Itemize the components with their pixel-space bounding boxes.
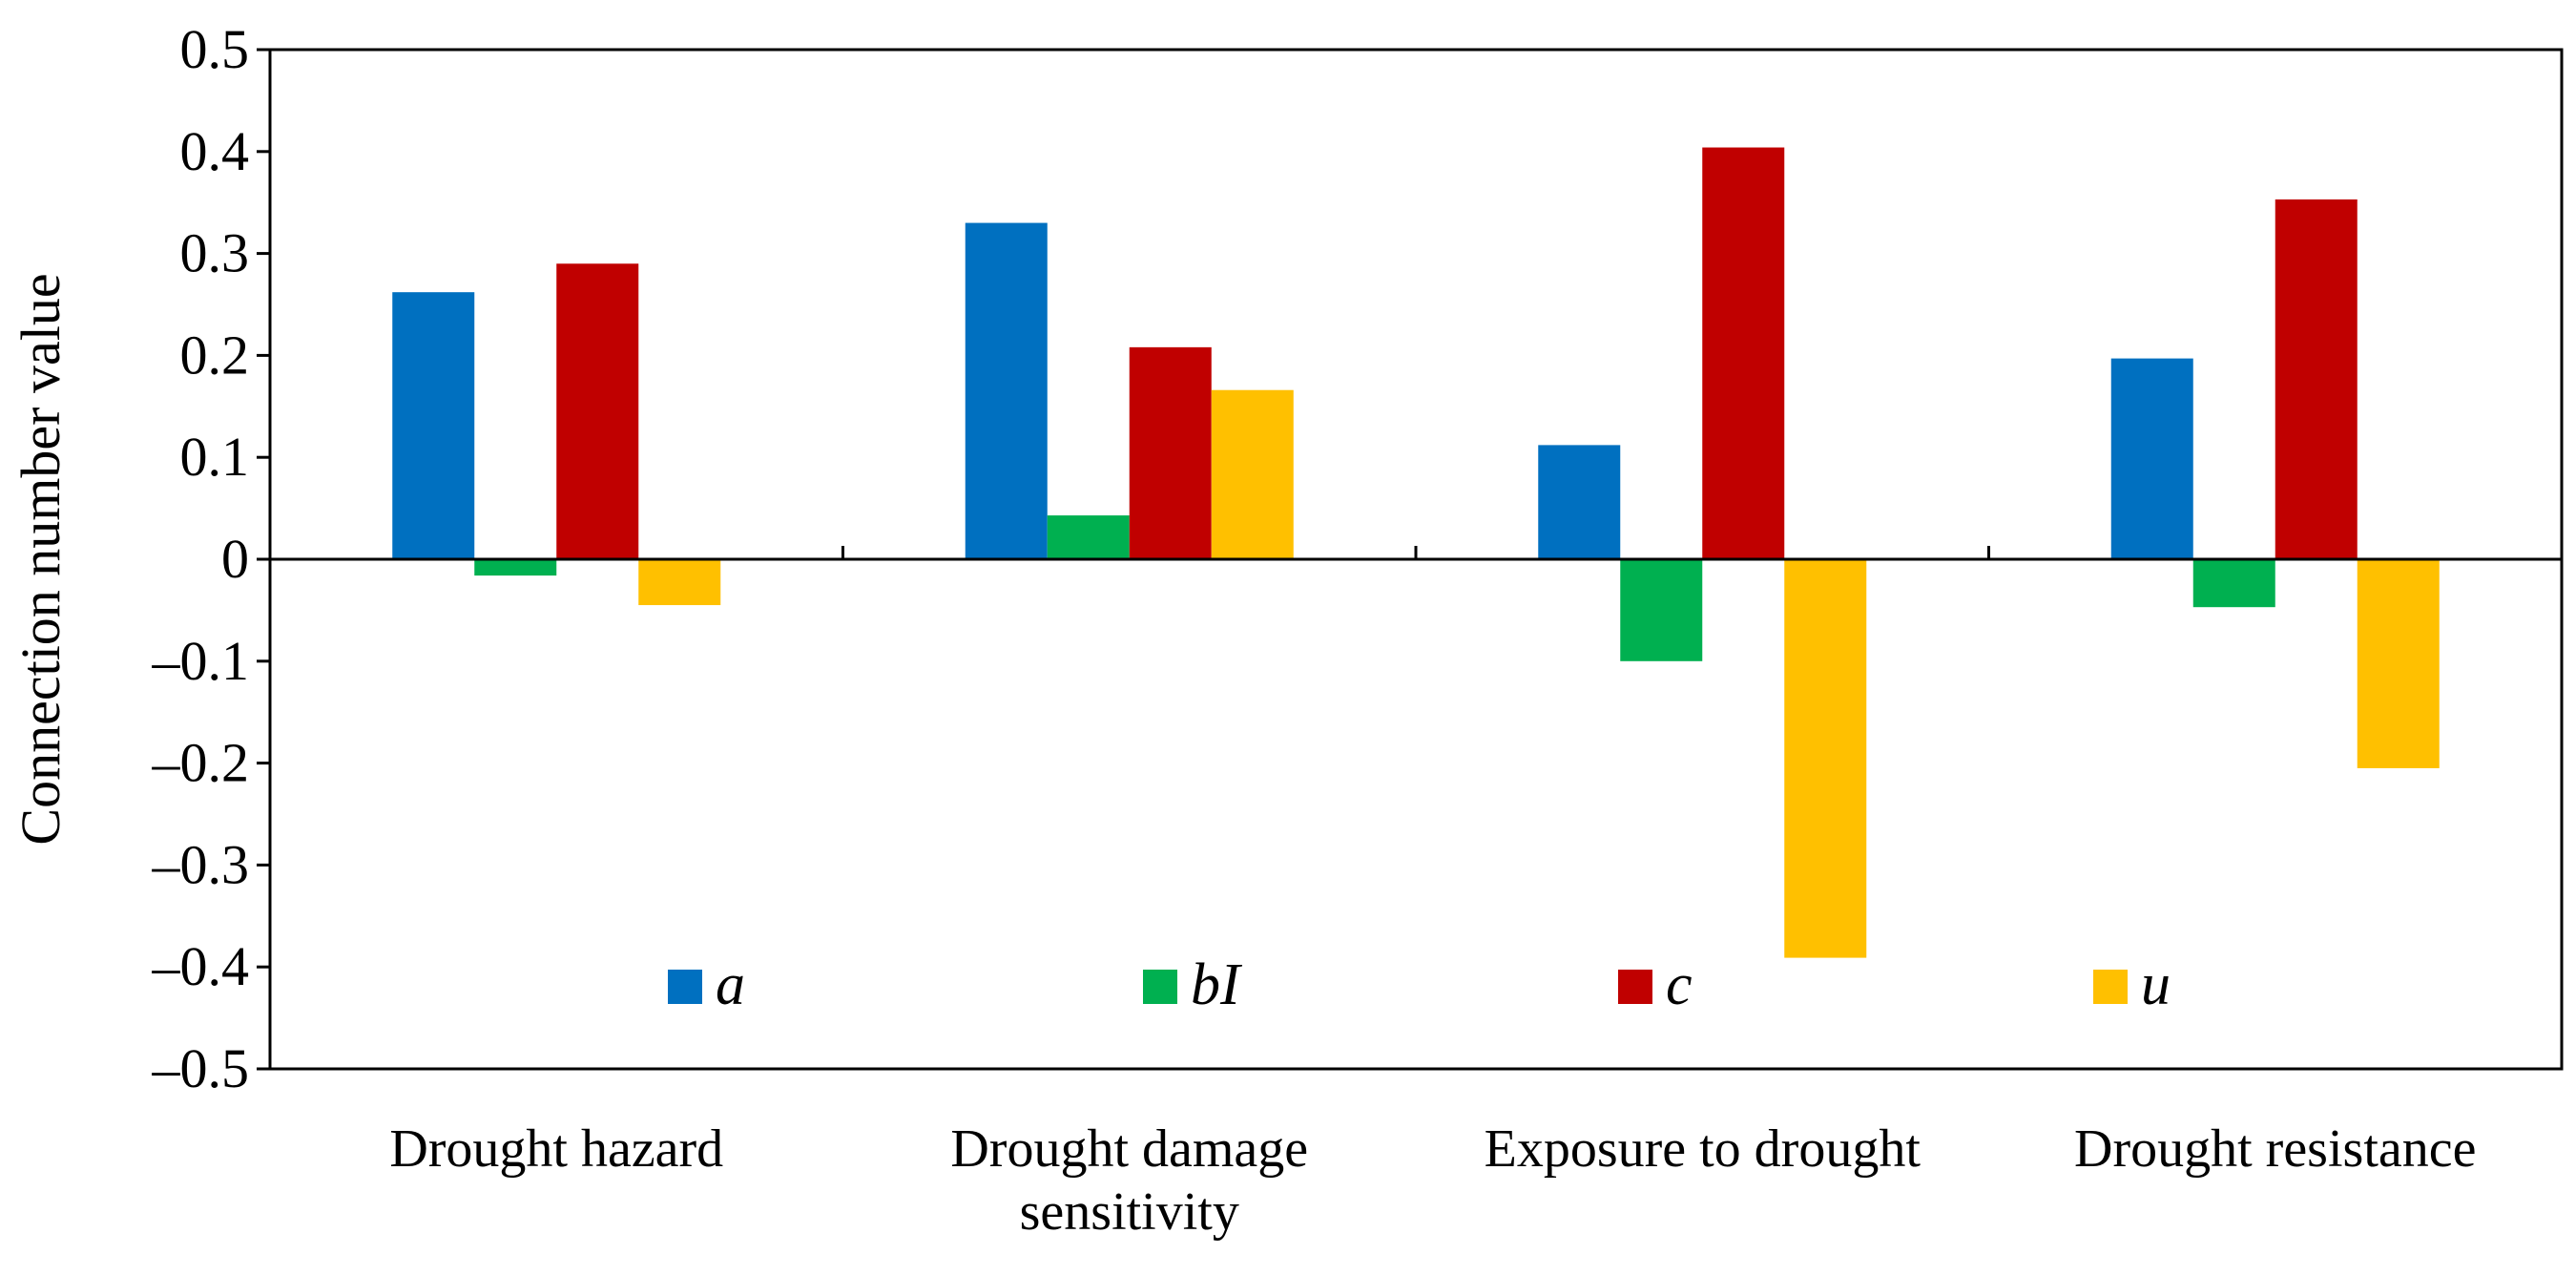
y-tick-label: –0.4 — [152, 935, 250, 997]
legend-label-u: u — [2141, 952, 2171, 1017]
category-label: sensitivity — [1020, 1182, 1239, 1242]
y-tick-label: –0.2 — [152, 732, 250, 794]
y-tick-label: 0.4 — [180, 120, 250, 182]
legend: a bI c u — [668, 952, 2171, 1017]
legend-label-bI: bI — [1191, 952, 1243, 1017]
bar-c-3 — [1702, 147, 1785, 559]
y-tick-label: 0 — [221, 528, 249, 590]
bar-a-4 — [2110, 358, 2193, 559]
y-tick-label: 0.1 — [180, 426, 250, 488]
bar-u-2 — [1211, 389, 1294, 559]
zero-axis — [270, 546, 2562, 561]
bar-bI-2 — [1047, 515, 1130, 559]
category-label: Drought resistance — [2074, 1119, 2476, 1179]
legend-swatch-u — [2093, 970, 2128, 1004]
bar-c-1 — [556, 263, 639, 559]
category-label: Exposure to drought — [1485, 1119, 1922, 1179]
bar-a-3 — [1538, 445, 1621, 559]
legend-swatch-a — [668, 970, 702, 1004]
legend-swatch-bI — [1143, 970, 1177, 1004]
category-label: Drought hazard — [389, 1119, 723, 1179]
y-tick-label: 0.5 — [180, 18, 250, 80]
y-tick-label: 0.3 — [180, 222, 250, 284]
y-tick-label: 0.2 — [180, 324, 250, 386]
bar-u-3 — [1784, 559, 1867, 958]
bar-bI-4 — [2192, 559, 2275, 608]
category-label: Drought damage — [950, 1119, 1308, 1179]
bar-bI-3 — [1620, 559, 1703, 661]
bars — [392, 147, 2440, 958]
y-axis-ticks: 0.5 0.4 0.3 0.2 0.1 0 –0.1 –0.2 –0.3 –0.4 –0.5 — [152, 18, 270, 1099]
bar-a-2 — [965, 222, 1048, 559]
y-axis-label: Connection number value — [10, 273, 72, 845]
bar-u-1 — [638, 559, 721, 606]
bar-a-1 — [392, 292, 475, 559]
legend-label-c: c — [1666, 952, 1693, 1017]
bar-u-4 — [2357, 559, 2440, 768]
legend-swatch-c — [1618, 970, 1652, 1004]
bar-c-4 — [2275, 199, 2358, 559]
y-tick-label: –0.1 — [152, 630, 250, 692]
bar-c-2 — [1129, 346, 1212, 559]
legend-label-a: a — [716, 952, 745, 1017]
bar-bI-1 — [474, 559, 557, 576]
y-tick-label: –0.3 — [152, 833, 250, 895]
y-tick-label: –0.5 — [152, 1037, 250, 1099]
